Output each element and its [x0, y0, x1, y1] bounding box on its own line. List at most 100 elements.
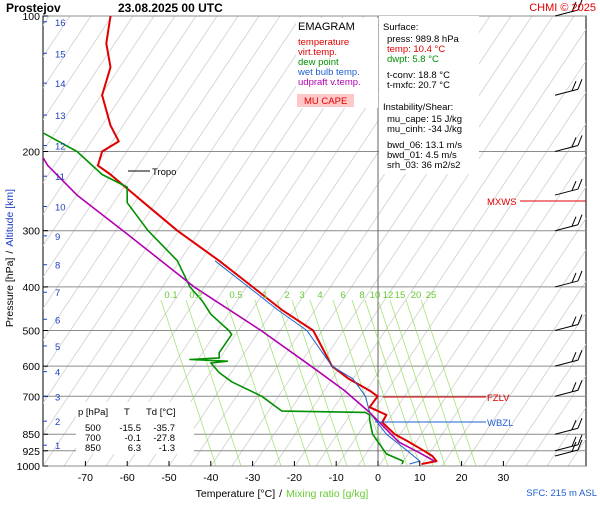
- wind-barb-flag: [571, 137, 577, 148]
- wind-barb: [554, 270, 583, 288]
- wind-barb-flag: [571, 441, 577, 452]
- mixing-ratio-line: [254, 299, 311, 466]
- mu-cape-badge: [297, 94, 354, 107]
- isotherm-line: [43, 16, 281, 373]
- mixing-ratio-label: 25: [426, 290, 437, 301]
- pressure-tick-label: 100: [22, 11, 40, 23]
- wind-barb-staff: [554, 88, 579, 96]
- legend-item-wet-bulb: wet bulb temp.: [297, 67, 360, 78]
- svg-text:Temperature [°C]/Mixing ratio: Temperature [°C] / Mixing ratio [g/kg]: [196, 488, 369, 500]
- wind-barb: [554, 135, 583, 152]
- isotherm-line: [378, 154, 586, 466]
- table-cell-td: -1.3: [159, 443, 175, 454]
- isotherm-line: [43, 16, 134, 152]
- pressure-tick-label: 400: [22, 282, 40, 294]
- tick-layer: 1002003004005006007008509251000161514131…: [17, 11, 510, 484]
- wind-barb: [554, 178, 583, 196]
- wind-barb-flag: [577, 0, 583, 11]
- wind-barb-flag: [577, 178, 583, 190]
- wind-barb: [554, 434, 583, 452]
- legend-item-virt-temp: virt.temp.: [298, 47, 337, 58]
- wind-barb-flag: [571, 81, 577, 91]
- altitude-tick-label: 1: [55, 441, 60, 452]
- y-axis-separator: /: [4, 251, 16, 254]
- surface-title: Surface:: [383, 22, 418, 33]
- temperature-tick-label: 20: [456, 472, 468, 484]
- mixing-ratio-line: [309, 299, 366, 466]
- altitude-tick-label: 12: [55, 142, 66, 153]
- temperature-tick-label: -30: [245, 472, 260, 484]
- mixing-ratio-line: [405, 299, 462, 466]
- altitude-tick-label: 2: [55, 417, 60, 428]
- altitude-tick-label: 13: [55, 111, 66, 122]
- table-cell-t: 6.3: [128, 443, 141, 454]
- temperature-tick-label: 10: [414, 472, 426, 484]
- surface-temp: temp: 10.4 °C: [387, 44, 445, 55]
- credit: CHMI © 2025: [529, 2, 596, 14]
- mixing-ratio-line: [364, 299, 421, 466]
- level-table-bg: [76, 402, 194, 454]
- x-axis-label: Temperature [°C]: [196, 488, 276, 500]
- isotherm-line: [231, 16, 533, 466]
- wind-barb: [554, 79, 583, 96]
- temperature-tick-label: 0: [375, 472, 381, 484]
- surface-press: press: 989.8 hPa: [387, 34, 460, 45]
- wind-barb-flag: [577, 135, 583, 146]
- wind-barb-staff: [554, 427, 579, 435]
- stat-bwd-06: bwd_06: 13.1 m/s: [387, 140, 462, 151]
- series-line-dew-point: [43, 131, 404, 465]
- wind-barb-staff: [554, 9, 579, 17]
- wind-barb-staff: [554, 324, 579, 332]
- wind-barb-flag: [571, 420, 577, 430]
- wind-barb-flag: [577, 314, 583, 325]
- mixing-ratio-label: 6: [340, 290, 345, 301]
- isotherm-line: [441, 249, 586, 466]
- isotherm-line: [252, 16, 554, 466]
- mixing-ratio-label: 1: [262, 290, 267, 301]
- stat-bwd-01: bwd_01: 4.5 m/s: [387, 150, 457, 161]
- isotherm-line: [462, 280, 586, 466]
- mixing-ratio-line: [389, 299, 446, 466]
- wind-barb: [554, 380, 583, 397]
- wind-barb-staff: [554, 449, 579, 457]
- table-cell-t: -15.5: [119, 423, 141, 434]
- isotherm-line: [315, 60, 586, 466]
- isotherm-line: [273, 16, 575, 466]
- series-layer: [43, 16, 438, 465]
- wind-barbs: [554, 0, 583, 457]
- table-cell-td: -35.7: [153, 423, 175, 434]
- wind-barb-flag: [571, 316, 577, 327]
- isotherm-line: [483, 312, 586, 466]
- table-header-td: Td [°C]: [146, 407, 176, 418]
- temperature-tick-label: -40: [203, 472, 218, 484]
- wind-barb-staff: [554, 359, 579, 367]
- temperature-tick-label: -10: [329, 472, 344, 484]
- x-axis-title: Temperature [°C] / Mixing ratio [g/kg]: [196, 488, 369, 500]
- wind-barb-staff: [554, 444, 579, 452]
- mixing-ratio-line: [332, 299, 389, 466]
- wbzl-label: WBZL: [487, 418, 513, 429]
- wind-barb-staff: [554, 144, 579, 152]
- mixing-ratio-line: [351, 299, 408, 466]
- mixing-ratio-line: [276, 299, 333, 466]
- pressure-tick-label: 700: [22, 391, 40, 403]
- isotherm-line: [43, 16, 239, 310]
- surface-dwpt: dwpt: 5.8 °C: [387, 54, 439, 65]
- table-row: 500 -15.5 -35.7: [85, 423, 175, 434]
- altitude-tick-label: 6: [55, 315, 60, 326]
- sfc-label: SFC: 215 m ASL: [526, 488, 597, 499]
- pressure-tick-label: 600: [22, 361, 40, 373]
- wind-barb-flag: [577, 270, 583, 282]
- wind-barb-flag: [571, 272, 577, 283]
- wind-barb-flag: [571, 1, 577, 12]
- wind-barb: [554, 349, 583, 367]
- isotherm-line: [43, 16, 176, 215]
- y-axis-label-altitude: Altitude [km]: [4, 189, 16, 247]
- stat-mu-cape: mu_cape: 15 J/kg: [387, 114, 462, 125]
- isotherm-line: [336, 91, 586, 466]
- altitude-tick-label: 14: [55, 79, 66, 90]
- table-cell-td: -27.8: [153, 433, 175, 444]
- series-line-temperature: [96, 16, 438, 465]
